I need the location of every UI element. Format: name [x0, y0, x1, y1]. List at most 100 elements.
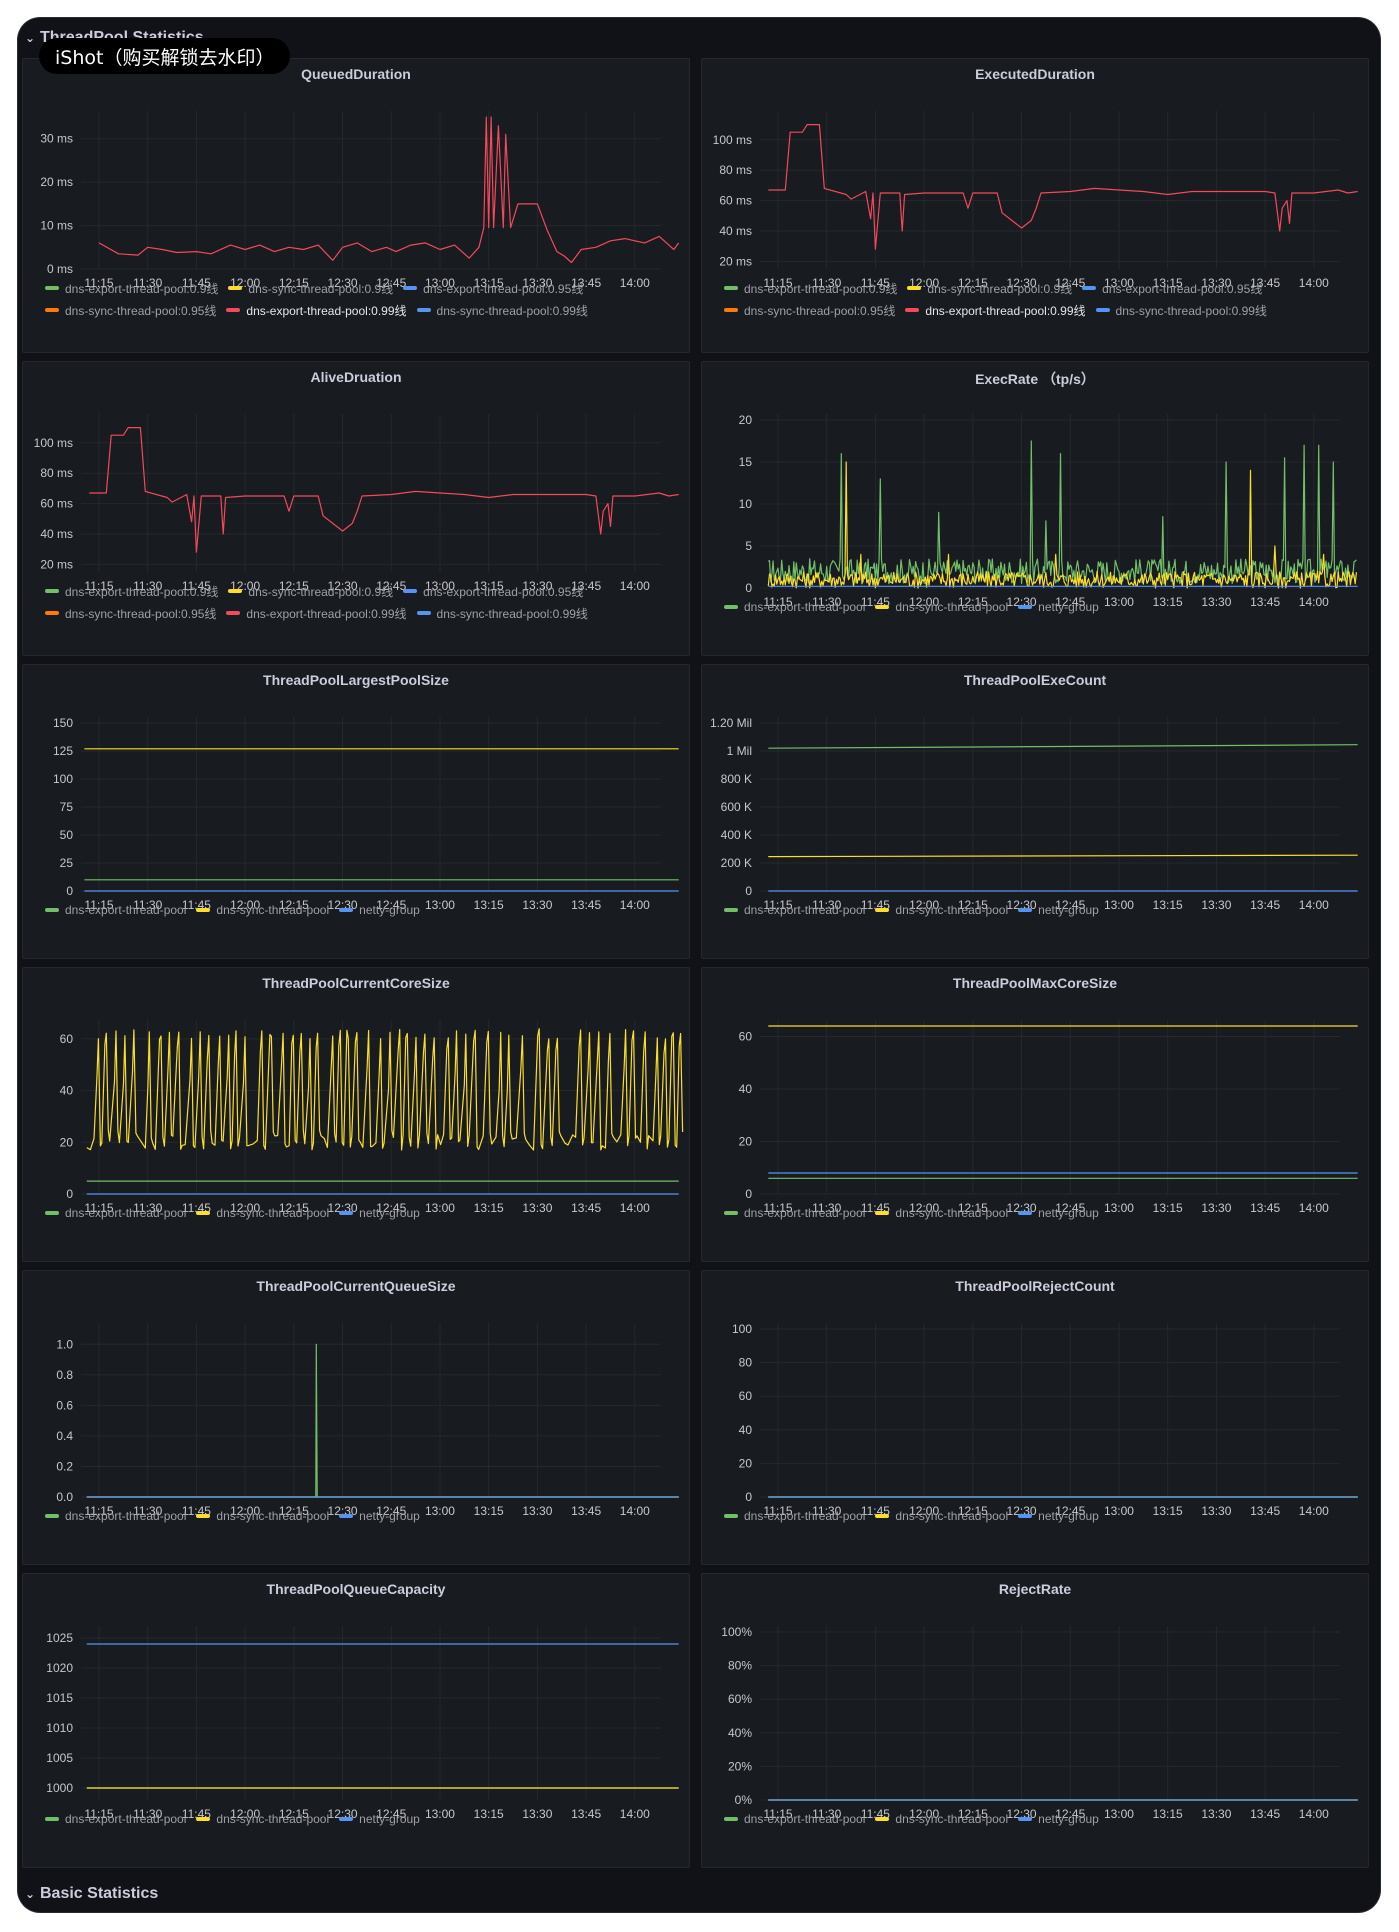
legend-item[interactable]: netty-group	[339, 1206, 420, 1220]
chart-svg[interactable]: 0%20%40%60%80%100%11:15 11:30 11:45 12:00 12…	[702, 1574, 1370, 1869]
panel-title[interactable]: RejectRate	[998, 1581, 1072, 1597]
legend-item[interactable]: dns-sync-thread-pool	[875, 1812, 1008, 1826]
y-tick-label: 40	[739, 1423, 753, 1437]
panel-queued-duration[interactable]: QueuedDuration 0 ms 10 ms 20 ms 30 ms 11:15 11…	[22, 58, 690, 353]
legend-item[interactable]: netty-group	[1018, 1206, 1099, 1220]
panel-max-core-size[interactable]: ThreadPoolMaxCoreSize 0 20 40 60 11:15 11:30 11…	[701, 967, 1369, 1262]
y-tick-label: 20 ms	[40, 175, 73, 189]
legend-item[interactable]: netty-group	[1018, 1509, 1099, 1523]
x-tick-label: 11:30	[812, 1201, 841, 1215]
legend-item[interactable]: dns-export-thread-pool	[724, 600, 865, 614]
legend-item[interactable]: dns-sync-thread-pool	[875, 1509, 1008, 1523]
panel-title[interactable]: ThreadPoolQueueCapacity	[266, 1581, 446, 1597]
x-tick-label: 12:45	[1055, 1807, 1085, 1821]
legend-swatch	[196, 1514, 211, 1518]
legend-item[interactable]: dns-export-thread-pool	[45, 903, 186, 917]
panel-exe-count[interactable]: ThreadPoolExeCount 0 200 K 400 K 600 K 800 K 1…	[701, 664, 1369, 959]
legend-item[interactable]: dns-sync-thread-pool:0.99线	[416, 605, 588, 622]
legend-item[interactable]: dns-sync-thread-pool:0.9线	[907, 280, 1072, 297]
panel-current-core-size[interactable]: ThreadPoolCurrentCoreSize 0 20 40 60 11:15 11:…	[22, 967, 690, 1262]
panel-title[interactable]: QueuedDuration	[301, 66, 411, 82]
panel-title[interactable]: ExecRate （tp/s）	[975, 371, 1095, 387]
legend-swatch	[339, 1817, 354, 1821]
legend-item[interactable]: dns-export-thread-pool:0.95线	[1082, 280, 1262, 297]
legend-item[interactable]: dns-sync-thread-pool	[196, 1812, 329, 1826]
panel-title[interactable]: ThreadPoolExeCount	[963, 672, 1107, 688]
legend-item[interactable]: dns-sync-thread-pool	[196, 903, 329, 917]
legend-item[interactable]: netty-group	[339, 903, 420, 917]
legend-label: dns-sync-thread-pool	[895, 1509, 1009, 1523]
legend-item[interactable]: netty-group	[1018, 1812, 1099, 1826]
y-tick-label: 80 ms	[719, 163, 752, 177]
legend-item[interactable]: dns-export-thread-pool:0.95线	[403, 280, 583, 297]
legend-item[interactable]: dns-export-thread-pool:0.9线	[45, 280, 218, 297]
legend-item[interactable]: dns-export-thread-pool:0.9线	[724, 280, 897, 297]
chevron-down-icon[interactable]: ⌄	[24, 1887, 36, 1901]
legend-item[interactable]: dns-export-thread-pool	[45, 1206, 186, 1220]
panel-title[interactable]: ThreadPoolCurrentQueueSize	[256, 1278, 456, 1294]
legend-item[interactable]: dns-sync-thread-pool	[196, 1509, 329, 1523]
panel-exec-rate[interactable]: ExecRate （tp/s） 0 5 10 15 20 11:15 11:30 11:45 12…	[701, 361, 1369, 656]
legend-item[interactable]: dns-export-thread-pool:0.95线	[403, 583, 583, 600]
legend-item[interactable]: dns-sync-thread-pool	[875, 1206, 1008, 1220]
legend-swatch	[875, 908, 890, 912]
legend-item[interactable]: dns-sync-thread-pool:0.99线	[1095, 302, 1267, 319]
legend-item[interactable]: netty-group	[339, 1812, 420, 1826]
legend-item[interactable]: dns-sync-thread-pool:0.95线	[724, 302, 895, 319]
legend-item[interactable]: dns-export-thread-pool:0.9线	[45, 583, 218, 600]
legend-label: dns-export-thread-pool:0.99线	[246, 303, 407, 318]
panel-reject-count[interactable]: ThreadPoolRejectCount 0 20 40 60 80 100 11:15 11…	[701, 1270, 1369, 1565]
y-tick-label: 1.0	[56, 1337, 73, 1351]
panel-largest-pool-size[interactable]: ThreadPoolLargestPoolSize 0 25 50 75 100 125 15…	[22, 664, 690, 959]
legend-item[interactable]: dns-sync-thread-pool:0.9线	[228, 280, 393, 297]
legend-row: dns-sync-thread-pool:0.95线 dns-export-thr…	[724, 299, 1360, 321]
panel-title[interactable]: ThreadPoolRejectCount	[955, 1278, 1115, 1294]
legend-item[interactable]: dns-export-thread-pool	[724, 1509, 865, 1523]
chart-svg[interactable]: 20 ms 40 ms 60 ms 80 ms 100 ms 11:15 11:30 11:4…	[702, 59, 1370, 354]
chevron-down-icon[interactable]: ⌄	[24, 31, 36, 45]
legend-item[interactable]: netty-group	[339, 1509, 420, 1523]
x-tick-label: 13:45	[1250, 1201, 1280, 1215]
panel-title[interactable]: ThreadPoolCurrentCoreSize	[262, 975, 450, 991]
y-tick-label: 20	[739, 1456, 753, 1470]
legend-item[interactable]: dns-sync-thread-pool:0.9线	[228, 583, 393, 600]
panel-current-queue-size[interactable]: ThreadPoolCurrentQueueSize 0.0 0.2 0.4 0.6 0.…	[22, 1270, 690, 1565]
legend-item[interactable]: dns-export-thread-pool	[724, 903, 865, 917]
panel-alive-duration[interactable]: AliveDruation 20 ms 40 ms 60 ms 80 ms 100 ms 1…	[22, 361, 690, 656]
legend-item[interactable]: netty-group	[1018, 600, 1099, 614]
panel-queue-capacity[interactable]: ThreadPoolQueueCapacity 1000 1005 1010 1015 1…	[22, 1573, 690, 1868]
legend-item[interactable]: dns-export-thread-pool	[724, 1206, 865, 1220]
legend-item[interactable]: netty-group	[1018, 903, 1099, 917]
panel-title[interactable]: ThreadPoolMaxCoreSize	[952, 975, 1118, 991]
legend-item[interactable]: dns-sync-thread-pool	[875, 600, 1008, 614]
panel-reject-rate[interactable]: RejectRate 0% 20% 40% 60% 80% 100% 11:15 11:30 11…	[701, 1573, 1369, 1868]
legend-item[interactable]: dns-export-thread-pool:0.99线	[226, 605, 407, 622]
legend-item[interactable]: dns-export-thread-pool	[724, 1812, 865, 1826]
chart-svg[interactable]: 0 200 K 400 K 600 K 800 K 1 Mil 1.20 Mil 11:15 1…	[702, 665, 1370, 960]
legend-item[interactable]: dns-sync-thread-pool	[196, 1206, 329, 1220]
legend-item[interactable]: dns-export-thread-pool	[45, 1812, 186, 1826]
legend-item[interactable]: dns-sync-thread-pool:0.95线	[45, 605, 216, 622]
panel-executed-duration[interactable]: ExecutedDuration 20 ms 40 ms 60 ms 80 ms 100 …	[701, 58, 1369, 353]
legend-item[interactable]: dns-export-thread-pool:0.99线	[226, 302, 407, 319]
chart-svg[interactable]: 0.00.20.40.60.81.011:15 11:30 11:45 12:00 12…	[23, 1271, 691, 1566]
legend-item[interactable]: dns-sync-thread-pool	[875, 903, 1008, 917]
legend: dns-export-thread-pool:0.9线 dns-sync-thre…	[724, 277, 1360, 321]
chart-svg[interactable]: 20 ms 40 ms 60 ms 80 ms 100 ms 11:15 11:30 11:4…	[23, 362, 691, 657]
legend-item[interactable]: dns-sync-thread-pool:0.95线	[45, 302, 216, 319]
legend-item[interactable]: dns-export-thread-pool:0.99线	[905, 302, 1086, 319]
legend-item[interactable]: dns-sync-thread-pool:0.99线	[416, 302, 588, 319]
panel-title[interactable]: ThreadPoolLargestPoolSize	[263, 672, 449, 688]
legend-item[interactable]: dns-export-thread-pool	[45, 1509, 186, 1523]
legend-swatch	[228, 286, 243, 290]
panel-title[interactable]: ExecutedDuration	[975, 66, 1095, 82]
x-tick-label: 11:15	[763, 1807, 792, 1821]
row-header-basic[interactable]: ⌄ Basic Statistics	[22, 1882, 158, 1906]
panel-title[interactable]: AliveDruation	[310, 369, 402, 385]
